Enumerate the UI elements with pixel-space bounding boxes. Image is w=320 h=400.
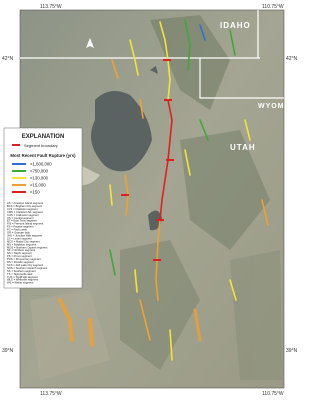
- abbreviation: AS = Antelope Island segment: [7, 201, 43, 205]
- great-salt-lake: [91, 91, 152, 172]
- state-label: IDAHO: [220, 21, 251, 30]
- legend-text: <1,600,000: [30, 162, 52, 167]
- state-label: UTAH: [230, 143, 256, 152]
- map: EXPLANATION Segment boundary Most Recent F…: [2, 4, 300, 397]
- abbreviation: MCS = Malad City segment: [7, 239, 40, 243]
- coord-label: 110.75°W: [262, 391, 284, 397]
- terrain: [30, 15, 282, 380]
- abbreviation: FS = Fayette segment: [7, 225, 34, 229]
- coord-label: 42°N: [2, 56, 14, 62]
- abbreviation: CMS = Clarkston Mt. segment: [7, 210, 43, 214]
- legend-text: <750,000: [30, 169, 49, 174]
- abbreviation: FIS = Fremont Island segment: [7, 222, 43, 226]
- abbreviation: TS = Taylorsville fault: [7, 272, 33, 276]
- abbreviation: NS = Nephi segment: [7, 251, 32, 255]
- legend-text: <15,000: [30, 183, 46, 188]
- abbreviation: RS = Rozelle segment: [7, 260, 34, 264]
- north-arrow: [86, 38, 94, 48]
- coord-label: 42°N: [286, 56, 298, 62]
- abbreviation: MOS = Northern Oquirrh segment: [7, 245, 48, 249]
- abbreviation: CS = Central segment: [7, 216, 34, 220]
- faults: [58, 19, 269, 361]
- abbreviation: GR = Granger fault: [7, 231, 30, 235]
- abbreviation: SOS = Southern Oquirrh segment: [7, 266, 48, 270]
- abbreviation: FC = Fault creek: [7, 228, 28, 232]
- legend-text: Segment boundary: [24, 143, 58, 148]
- abbreviation: PS = Provo segment: [7, 254, 32, 258]
- abbreviation: ET = East Tintic segment: [7, 219, 37, 223]
- utah-lake: [148, 210, 162, 231]
- abbreviation: BCS = Brigham City segment: [7, 204, 42, 208]
- abbreviation: CLS = Clarkston segment: [7, 207, 38, 211]
- segment-boundaries: [121, 59, 174, 261]
- abbreviation: JHS = Junction Hills segment: [7, 233, 42, 237]
- legend-subtitle: Most Recent Fault Rupture (yrs): [10, 153, 76, 158]
- legend-text: <150: [30, 190, 40, 195]
- legend: EXPLANATION Segment boundary Most Recent F…: [7, 134, 76, 285]
- coord-label: 113.75°W: [40, 4, 62, 10]
- abbreviation: LS = Levan segment: [7, 236, 32, 240]
- abbreviation: COS = Collinston segment: [7, 213, 39, 217]
- abbreviation: WLS = Wellsville segment: [7, 278, 38, 282]
- state-label: WYOMING: [258, 103, 300, 110]
- abbreviation: SCS = Salt Lake City segment: [7, 263, 43, 267]
- coord-label: 39°N: [286, 348, 298, 354]
- abbreviation: NF = Northern segment: [7, 248, 35, 252]
- legend-text: <130,000: [30, 176, 49, 181]
- abbreviation: THS = Topliff Hill segment: [7, 275, 38, 279]
- abbreviation: POS = Promontory segment: [7, 257, 41, 261]
- abbreviation: SS = Southern segment: [7, 269, 36, 273]
- boundary-symbol: [12, 144, 20, 146]
- legend-box: [3, 127, 83, 289]
- coord-label: 39°N: [2, 348, 14, 354]
- legend-title: EXPLANATION: [22, 134, 65, 140]
- abbreviation: MS = Mapleton segment: [7, 242, 36, 246]
- abbreviation: WS = Weber segment: [7, 281, 34, 285]
- border-utah-wyoming: [199, 58, 284, 99]
- coord-label: 113.75°W: [40, 391, 62, 397]
- bear-lake: [150, 66, 158, 74]
- coord-label: 110.75°W: [262, 4, 284, 10]
